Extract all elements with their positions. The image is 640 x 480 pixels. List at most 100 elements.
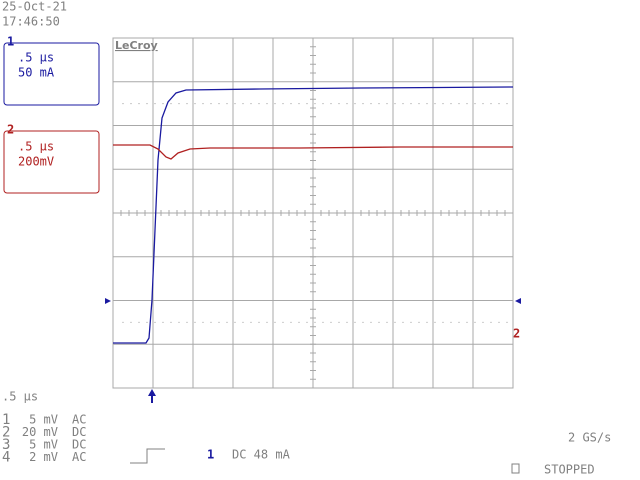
grid-dot bbox=[274, 321, 276, 323]
trace-box bbox=[3, 42, 100, 106]
trace-scale: 200mV bbox=[18, 155, 54, 169]
grid-dot bbox=[138, 103, 140, 105]
grid-dot bbox=[322, 321, 324, 323]
grid-dot bbox=[418, 321, 420, 323]
graticule-frame bbox=[112, 37, 514, 389]
grid-dot bbox=[274, 103, 276, 105]
time: 17:46:50 bbox=[2, 15, 60, 29]
grid-dot bbox=[170, 103, 172, 105]
grid-dot bbox=[202, 103, 204, 105]
grid-dot bbox=[258, 103, 260, 105]
grid-dot bbox=[490, 321, 492, 323]
grid-dot bbox=[138, 321, 140, 323]
grid-dot bbox=[394, 321, 396, 323]
grid-dot bbox=[154, 103, 156, 105]
trace-label: 2 bbox=[7, 123, 14, 137]
grid-dot bbox=[466, 103, 468, 105]
grid-dot bbox=[362, 103, 364, 105]
trace-box bbox=[3, 130, 100, 194]
grid-dot bbox=[458, 321, 460, 323]
grid-dot bbox=[314, 103, 316, 105]
trace-timebase: .5 µs bbox=[18, 140, 54, 154]
channel-coupling: AC bbox=[72, 413, 86, 427]
grid-dot bbox=[146, 103, 148, 105]
grid-dot bbox=[130, 321, 132, 323]
grid-dot bbox=[418, 103, 420, 105]
grid-dot bbox=[426, 321, 428, 323]
grid-dot bbox=[186, 103, 188, 105]
grid-dot bbox=[362, 321, 364, 323]
channel-volts: 20 mV bbox=[22, 425, 58, 439]
grid-dot bbox=[386, 321, 388, 323]
grid-dot bbox=[170, 321, 172, 323]
channel-volts: 5 mV bbox=[29, 438, 58, 452]
offset-marker: 2 bbox=[513, 327, 520, 341]
timebase: .5 µs bbox=[2, 390, 38, 404]
grid-dot bbox=[186, 321, 188, 323]
grid-dot bbox=[218, 103, 220, 105]
grid-dot bbox=[178, 321, 180, 323]
grid-dot bbox=[314, 321, 316, 323]
status: STOPPED bbox=[544, 463, 595, 477]
grid-dot bbox=[338, 321, 340, 323]
grid-dot bbox=[242, 103, 244, 105]
grid-dot bbox=[330, 103, 332, 105]
grid-dot bbox=[402, 321, 404, 323]
trace-label: 1 bbox=[7, 35, 14, 49]
grid-dot bbox=[338, 103, 340, 105]
channel-number: 2 bbox=[2, 425, 10, 441]
grid-dot bbox=[282, 321, 284, 323]
grid-dot bbox=[378, 321, 380, 323]
grid-dot bbox=[122, 103, 124, 105]
grid-dot bbox=[226, 103, 228, 105]
grid-dot bbox=[282, 103, 284, 105]
brand: LeCroy bbox=[115, 39, 158, 52]
grid-dot bbox=[370, 103, 372, 105]
grid-dot bbox=[178, 103, 180, 105]
channel-number: 4 bbox=[2, 450, 10, 466]
grid-dot bbox=[242, 321, 244, 323]
grid-dot bbox=[394, 103, 396, 105]
grid-dot bbox=[250, 321, 252, 323]
date: 25-Oct-21 bbox=[2, 0, 67, 14]
grid-dot bbox=[442, 103, 444, 105]
grid-dot bbox=[466, 321, 468, 323]
grid-dot bbox=[194, 321, 196, 323]
grid-dot bbox=[266, 103, 268, 105]
channel-coupling: AC bbox=[72, 450, 86, 464]
grid-dot bbox=[482, 321, 484, 323]
grid-dot bbox=[258, 321, 260, 323]
grid-dot bbox=[506, 321, 508, 323]
grid-dot bbox=[370, 321, 372, 323]
channel-volts: 2 mV bbox=[29, 450, 58, 464]
channel-list: 1 5 mV AC 2 20 mV DC 3 5 mV DC 4 2 mV AC bbox=[2, 412, 86, 466]
trigger-coupling: DC 48 mA bbox=[232, 448, 291, 462]
grid-dot bbox=[162, 103, 164, 105]
grid-dot bbox=[330, 321, 332, 323]
grid-dot bbox=[130, 103, 132, 105]
trigger-source: 1 bbox=[207, 448, 214, 462]
grid-dot bbox=[410, 103, 412, 105]
grid-dot bbox=[346, 321, 348, 323]
grid-dot bbox=[122, 321, 124, 323]
grid-dot bbox=[354, 103, 356, 105]
grid-dot bbox=[226, 321, 228, 323]
grid-dot bbox=[498, 321, 500, 323]
graticule bbox=[112, 37, 514, 389]
channel-coupling: DC bbox=[72, 425, 86, 439]
grid-dot bbox=[234, 103, 236, 105]
grid-dot bbox=[306, 103, 308, 105]
grid-dot bbox=[298, 321, 300, 323]
grid-dot bbox=[210, 321, 212, 323]
grid-dot bbox=[490, 103, 492, 105]
grid-dot bbox=[426, 103, 428, 105]
grid-dot bbox=[378, 103, 380, 105]
trigger-slope-icon bbox=[130, 448, 165, 464]
grid-dot bbox=[402, 103, 404, 105]
channel-coupling: DC bbox=[72, 438, 86, 452]
grid-dot bbox=[474, 321, 476, 323]
grid-dot bbox=[194, 103, 196, 105]
grid-dot bbox=[434, 321, 436, 323]
grid-dot bbox=[290, 103, 292, 105]
grid-dot bbox=[322, 103, 324, 105]
